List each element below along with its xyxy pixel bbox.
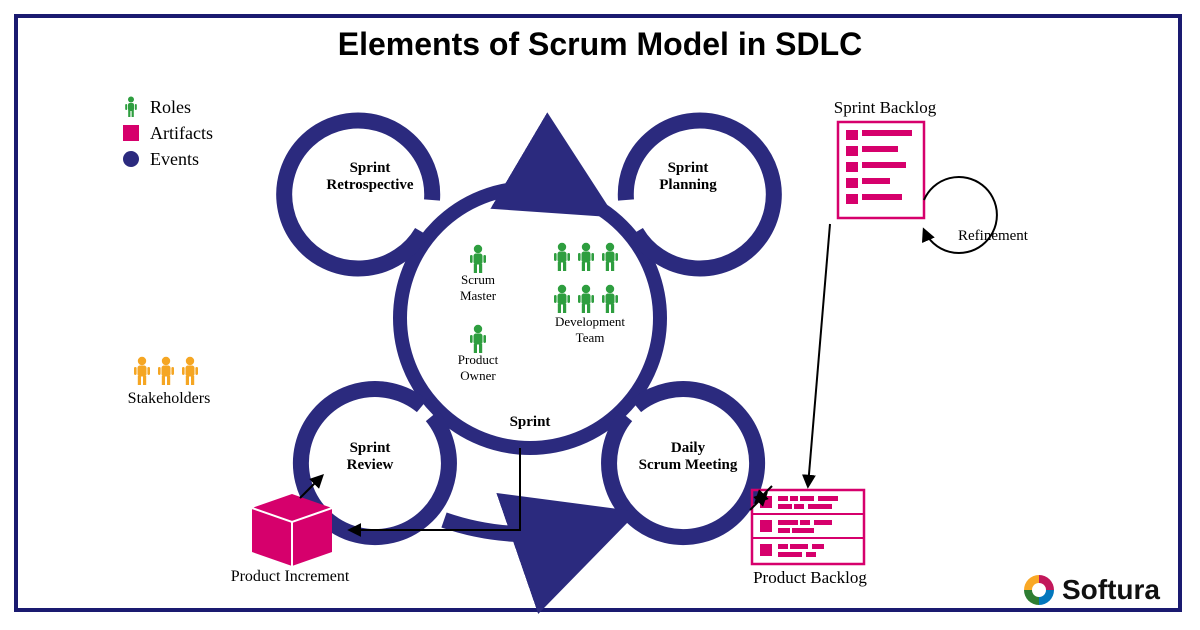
stakeholders-icon: [134, 357, 198, 385]
label-sprint-backlog: Sprint Backlog: [820, 98, 950, 118]
label-stakeholders: Stakeholders: [116, 390, 222, 408]
label-dev-team: DevelopmentTeam: [540, 314, 640, 346]
label-product-backlog: Product Backlog: [740, 568, 880, 588]
product-increment-icon: [252, 494, 332, 566]
label-sprint: Sprint: [490, 414, 570, 431]
bottom-flow-arrow: [444, 520, 614, 534]
label-planning: SprintPlanning: [638, 160, 738, 194]
logo-ring-icon: [1024, 575, 1054, 605]
label-refinement: Refinement: [958, 228, 1068, 245]
label-retrospective: SprintRetrospective: [320, 160, 420, 194]
softura-logo: Softura: [1024, 574, 1160, 606]
logo-text: Softura: [1062, 574, 1160, 606]
label-daily: DailyScrum Meeting: [630, 440, 746, 474]
arrow-sprintbacklog-productbacklog: [808, 224, 830, 486]
label-scrum-master: ScrumMaster: [448, 272, 508, 304]
label-product-owner: ProductOwner: [448, 352, 508, 384]
label-product-increment: Product Increment: [210, 568, 370, 586]
product-backlog-icon: [752, 490, 864, 564]
sprint-backlog-icon: [838, 122, 924, 218]
label-review: SprintReview: [320, 440, 420, 474]
